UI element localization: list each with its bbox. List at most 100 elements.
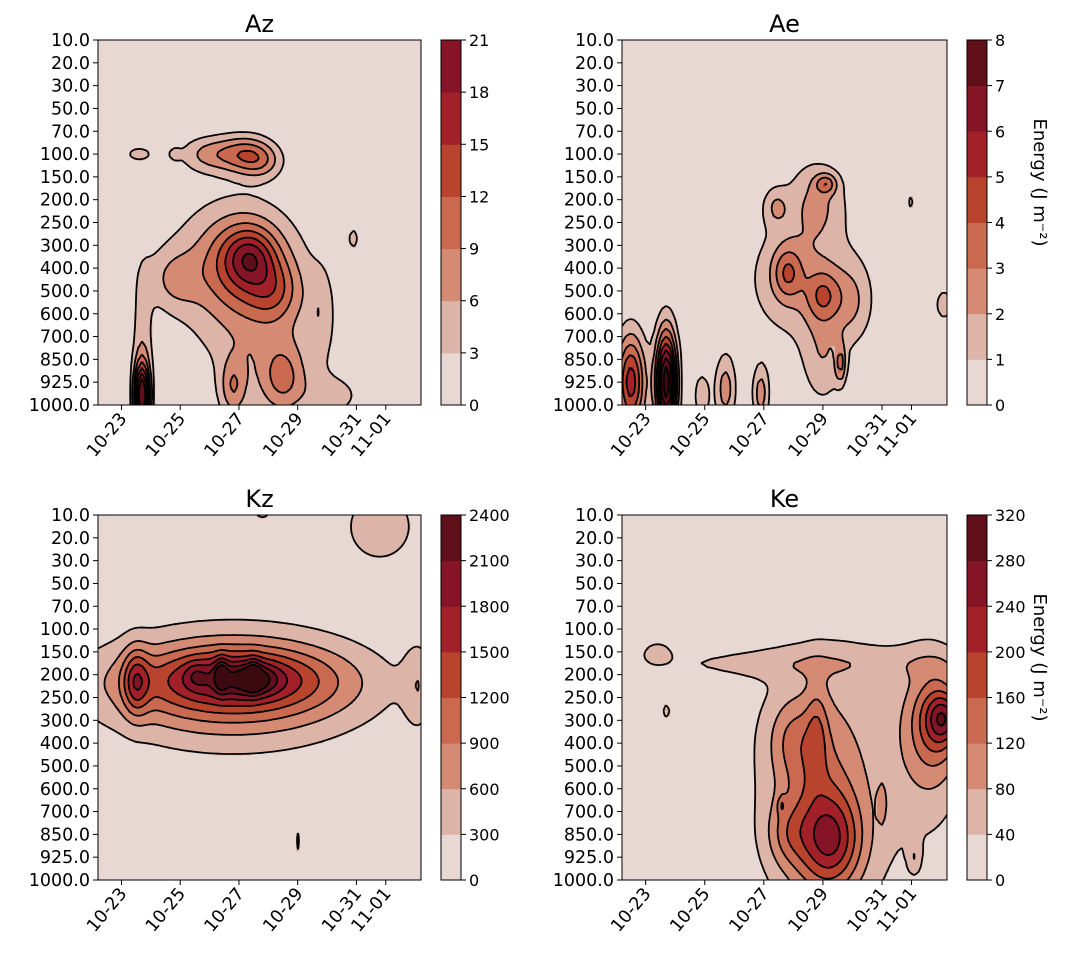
- colorbar-tick-label: 1500: [469, 643, 510, 662]
- colorbar-tick-label: 200: [995, 643, 1026, 662]
- x-tick-label: 10-29: [259, 409, 307, 461]
- x-tick-label: 10-23: [83, 409, 131, 461]
- colorbar-segment: [967, 697, 987, 744]
- colorbar-tick-label: 8: [995, 31, 1005, 50]
- y-tick-label: 20.0: [51, 529, 90, 549]
- contour-line-120: [776, 678, 947, 880]
- colorbar-segment: [441, 196, 461, 250]
- y-tick-label: 30.0: [51, 77, 90, 97]
- contour-line-12: [134, 149, 286, 405]
- contour-line-7: [660, 357, 673, 405]
- colorbar-tick-label: 0: [469, 396, 479, 415]
- colorbar: 0 1 2 3 4 5 6 7 8 Energy (J m⁻²): [966, 31, 1050, 415]
- panel-title: Ke: [770, 485, 799, 513]
- contour-lines: [129, 131, 358, 405]
- y-tick-label: 10.0: [51, 31, 90, 51]
- panel-az: Az 10.0 20.0 30.050.0 70.0 100.0 150.0 200.0 250…: [29, 10, 490, 461]
- contour-line-6: [658, 349, 674, 405]
- y-tick-label: 700.0: [40, 803, 90, 823]
- colorbar-segment: [441, 40, 461, 93]
- y-tick-label: 100.0: [564, 145, 614, 165]
- contour-line-2400: [213, 663, 271, 694]
- y-tick-label: 100.0: [40, 620, 90, 640]
- y-tick-label: 700.0: [40, 328, 90, 348]
- colorbar-tick-label: 5: [995, 168, 1005, 187]
- x-tick-label: 10-29: [785, 884, 833, 936]
- filled-contours: [643, 638, 947, 880]
- x-tick-label: 10-23: [83, 884, 131, 936]
- colorbar-tick-label: 2100: [469, 552, 510, 571]
- x-tick-label: 10-23: [607, 884, 655, 936]
- x-tick-label: 10-25: [142, 409, 190, 461]
- y-tick-label: 10.0: [575, 506, 614, 526]
- colorbar-tick-label: 12: [469, 187, 489, 206]
- contour-line-2100: [190, 660, 279, 697]
- colorbar-segment: [967, 359, 987, 406]
- colorbar-segment: [967, 176, 987, 223]
- colorbar-tick-label: 6: [995, 122, 1005, 141]
- y-tick-label: 600.0: [40, 305, 90, 325]
- colorbar-segment: [967, 313, 987, 360]
- contour-line-21: [137, 252, 259, 405]
- contour-line-200: [799, 697, 947, 869]
- colorbar-segment: [967, 834, 987, 881]
- y-tick-label: 200.0: [564, 191, 614, 211]
- contour-line-160: [780, 689, 947, 880]
- colorbar-tick-label: 0: [995, 396, 1005, 415]
- colorbar: 0 300 600 900 1200 1500 1800 2100 2400: [440, 506, 510, 890]
- colorbar-tick-label: 1: [995, 350, 1005, 369]
- y-tick-label: 250.0: [564, 689, 614, 709]
- colorbar-segment: [441, 300, 461, 354]
- y-tick-label: 700.0: [564, 803, 614, 823]
- contour-line-1500: [127, 653, 303, 707]
- y-tick-label: 70.0: [51, 122, 90, 142]
- colorbar-segment: [967, 131, 987, 178]
- contour-line-8: [662, 365, 670, 399]
- y-tick-label: 200.0: [40, 191, 90, 211]
- contour-line-3: [129, 131, 358, 405]
- colorbar-segment: [967, 651, 987, 698]
- x-tick-label: 10-29: [259, 884, 307, 936]
- panel-ae: Ae10.020.030.050.070.0100.0150.0200.0250…: [553, 10, 1050, 461]
- contour-line-1800: [132, 657, 289, 702]
- colorbar-tick-label: 40: [995, 825, 1015, 844]
- y-tick-label: 600.0: [564, 305, 614, 325]
- y-tick-label: 300.0: [40, 711, 90, 731]
- y-tick-label: 150.0: [40, 168, 90, 188]
- y-tick-label: 200.0: [564, 666, 614, 686]
- colorbar-tick-label: 4: [995, 214, 1005, 233]
- contour-line-40: [643, 638, 947, 880]
- contour-line-2: [622, 172, 860, 405]
- x-tick-label: 10-23: [607, 409, 655, 461]
- y-tick-label: 925.0: [40, 373, 90, 393]
- y-tick-label: 20.0: [51, 54, 90, 74]
- colorbar-frame: [440, 39, 462, 406]
- y-tick-label: 150.0: [564, 643, 614, 663]
- colorbar-tick-label: 1200: [469, 689, 510, 708]
- y-tick-label: 70.0: [575, 122, 614, 142]
- y-tick-label: 300.0: [40, 236, 90, 256]
- colorbar-segment: [441, 834, 461, 881]
- x-tick-label: 10-27: [201, 409, 249, 461]
- colorbar-segment: [967, 515, 987, 562]
- colorbar-label: Energy (J m⁻²): [1029, 118, 1050, 246]
- colorbar-tick-label: 3: [995, 259, 1005, 278]
- contour-line-240: [813, 703, 947, 856]
- y-tick-label: 500.0: [40, 757, 90, 777]
- colorbar-segment: [441, 515, 461, 562]
- y-tick-label: 30.0: [575, 77, 614, 97]
- panel-title: Kz: [245, 485, 273, 513]
- y-tick-label: 600.0: [40, 780, 90, 800]
- contour-line-1200: [123, 649, 320, 715]
- y-tick-label: 400.0: [40, 734, 90, 754]
- colorbar-tick-label: 240: [995, 597, 1026, 616]
- x-tick-label: 10-27: [201, 884, 249, 936]
- colorbar-segment: [967, 560, 987, 607]
- contour-line-280: [936, 711, 947, 727]
- y-tick-label: 50.0: [575, 574, 614, 594]
- y-tick-label: 850.0: [40, 350, 90, 370]
- y-tick-label: 50.0: [51, 99, 90, 119]
- y-tick-label: 200.0: [40, 666, 90, 686]
- contour-line-3: [622, 176, 844, 405]
